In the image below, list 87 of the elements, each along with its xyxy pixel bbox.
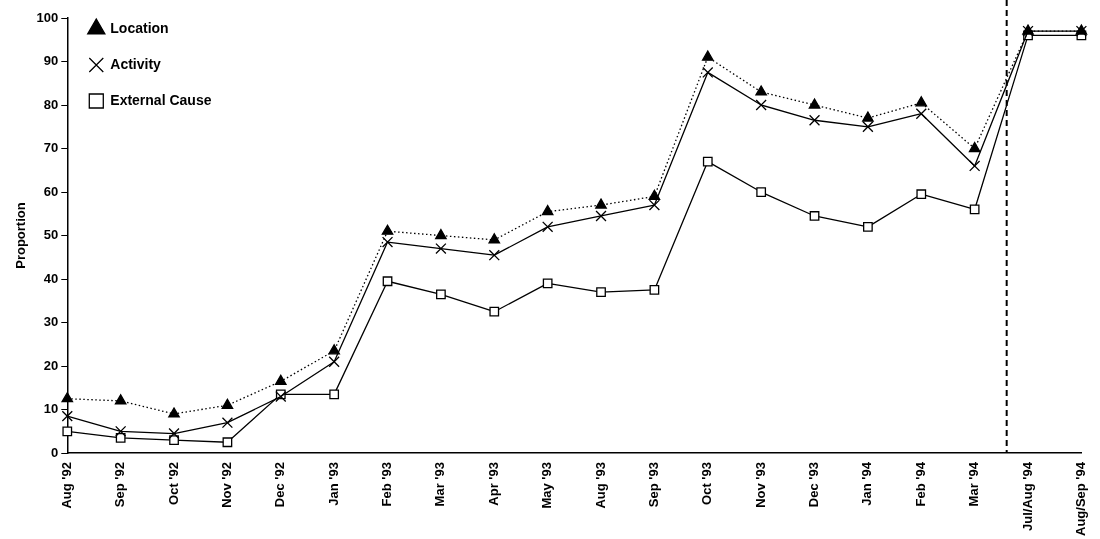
point: [968, 141, 981, 153]
point: [381, 236, 394, 248]
point: [436, 289, 446, 300]
point: [62, 426, 73, 437]
point: [168, 407, 180, 418]
legend-label: Activity: [110, 55, 162, 72]
point: [542, 221, 554, 233]
point: [541, 204, 554, 216]
point: [862, 121, 874, 133]
x-tick-label: Jan '93: [325, 462, 341, 506]
x-tick-label: Mar '93: [432, 462, 448, 507]
x-tick-label: May '93: [539, 462, 555, 509]
point: [221, 417, 234, 429]
point: [915, 108, 927, 120]
point: [595, 198, 607, 209]
point: [114, 394, 127, 405]
x-tick-label: Nov '93: [752, 462, 768, 508]
point: [222, 437, 233, 448]
point: [596, 287, 606, 298]
y-tick-label: 100: [36, 9, 59, 25]
point: [648, 199, 661, 211]
x-tick-label: Sep '92: [112, 462, 128, 508]
x-tick-label: Mar '94: [966, 461, 982, 507]
y-tick-label: 60: [43, 183, 59, 199]
point: [168, 427, 180, 440]
y-tick-label: 70: [43, 140, 59, 156]
x-tick-label: Sep '93: [645, 462, 661, 508]
y-tick-label: 10: [43, 401, 59, 417]
point: [488, 249, 500, 261]
point: [221, 398, 234, 409]
point: [755, 85, 767, 96]
point: [169, 435, 179, 445]
x-tick-label: Oct '93: [699, 462, 715, 505]
point: [61, 392, 74, 403]
point: [595, 210, 607, 222]
x-tick-label: Jan '94: [859, 461, 875, 506]
y-tick-label: 0: [51, 444, 59, 460]
point: [809, 211, 820, 221]
point: [863, 221, 873, 232]
point: [649, 285, 660, 295]
point: [808, 114, 821, 126]
point: [381, 224, 394, 235]
point: [115, 432, 126, 443]
point: [701, 50, 714, 61]
x-tick-label: Dec '92: [272, 462, 288, 508]
point: [916, 189, 927, 200]
point: [542, 278, 553, 289]
y-tick-label: 90: [43, 53, 59, 69]
y-tick-label: 50: [43, 227, 59, 243]
point: [435, 228, 447, 240]
point: [702, 66, 714, 78]
y-tick-label: 30: [43, 314, 59, 330]
point: [808, 98, 821, 109]
x-tick-label: Jul/Aug '94: [1019, 461, 1035, 531]
x-tick-label: Aug '93: [592, 462, 608, 509]
x-tick-label: Oct '92: [165, 462, 181, 505]
point: [61, 410, 73, 422]
y-axis-title: Proportion: [13, 202, 29, 269]
point: [756, 187, 767, 197]
point: [969, 160, 981, 172]
point: [328, 344, 341, 355]
x-tick-label: Nov '92: [218, 462, 234, 508]
point: [702, 156, 713, 167]
point: [488, 233, 501, 244]
point: [115, 425, 127, 437]
x-tick-label: Dec '93: [806, 462, 822, 508]
y-tick-label: 40: [43, 270, 59, 286]
point: [329, 389, 340, 400]
point: [435, 243, 447, 255]
point: [489, 306, 500, 317]
x-tick-label: Apr '93: [485, 462, 501, 506]
x-tick-label: Feb '94: [912, 461, 928, 507]
y-tick-label: 80: [43, 96, 59, 112]
point: [755, 99, 767, 111]
point: [648, 189, 661, 201]
x-tick-label: Feb '93: [379, 462, 395, 507]
point: [274, 374, 287, 385]
point: [969, 204, 980, 215]
point: [328, 356, 340, 368]
point: [862, 111, 874, 122]
point: [382, 276, 393, 287]
x-tick-label: Aug '92: [58, 462, 74, 509]
point: [915, 96, 928, 107]
legend-label: External Cause: [110, 91, 212, 108]
x-tick-label: Aug/Sep '94: [1072, 461, 1088, 536]
y-tick-label: 20: [43, 357, 59, 373]
legend-label: Location: [110, 19, 169, 36]
